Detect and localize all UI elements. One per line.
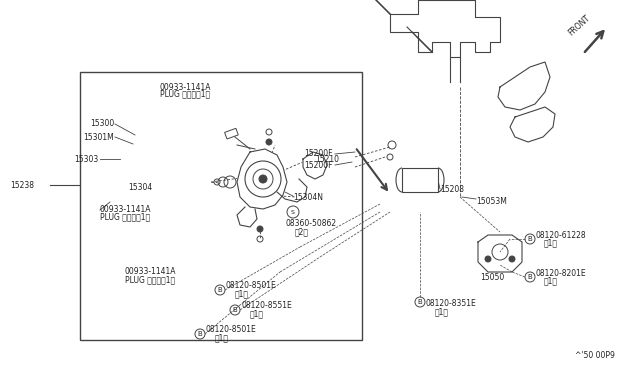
Text: 15301M: 15301M xyxy=(83,132,114,141)
Text: （2）: （2） xyxy=(295,228,309,237)
Text: PLUG プラグ（1）: PLUG プラグ（1） xyxy=(160,90,210,99)
Text: 15210: 15210 xyxy=(315,154,339,164)
Text: 08120-8501E: 08120-8501E xyxy=(206,326,257,334)
Text: 15300: 15300 xyxy=(90,119,114,128)
Circle shape xyxy=(259,175,267,183)
Text: B: B xyxy=(232,307,237,313)
Text: B: B xyxy=(218,287,222,293)
Text: 15200F: 15200F xyxy=(305,160,333,170)
Text: 15200F: 15200F xyxy=(305,150,333,158)
Circle shape xyxy=(266,139,272,145)
Text: 15304: 15304 xyxy=(128,183,152,192)
Text: 15053M: 15053M xyxy=(476,198,507,206)
Text: （1）: （1） xyxy=(235,289,249,298)
Bar xyxy=(225,128,238,139)
Polygon shape xyxy=(390,0,500,57)
Text: 08120-61228: 08120-61228 xyxy=(535,231,586,240)
Text: 15050: 15050 xyxy=(480,273,504,282)
Polygon shape xyxy=(510,107,555,142)
Text: B: B xyxy=(527,274,532,280)
Text: 00933-1141A: 00933-1141A xyxy=(159,83,211,92)
Polygon shape xyxy=(237,149,287,209)
Text: B: B xyxy=(198,331,202,337)
Text: （1）: （1） xyxy=(435,308,449,317)
Polygon shape xyxy=(478,235,522,272)
Text: （1）: （1） xyxy=(544,238,558,247)
Text: 00933-1141A: 00933-1141A xyxy=(124,267,176,276)
Polygon shape xyxy=(303,152,327,179)
Text: PLUG プラグ（1）: PLUG プラグ（1） xyxy=(125,276,175,285)
Circle shape xyxy=(485,256,491,262)
Text: 15304N: 15304N xyxy=(293,192,323,202)
Text: PLUG プラグ（1）: PLUG プラグ（1） xyxy=(100,212,150,221)
Text: 08120-8551E: 08120-8551E xyxy=(241,301,292,311)
Text: B: B xyxy=(418,299,422,305)
Text: （1）: （1） xyxy=(250,310,264,318)
Polygon shape xyxy=(498,62,550,110)
Bar xyxy=(80,72,362,340)
Text: ^'50 00P9: ^'50 00P9 xyxy=(575,351,615,360)
Text: 08120-8501E: 08120-8501E xyxy=(226,282,276,291)
Text: 08120-8201E: 08120-8201E xyxy=(535,269,586,278)
Text: 15303: 15303 xyxy=(74,154,98,164)
Text: 15208: 15208 xyxy=(440,186,464,195)
Text: 00933-1141A: 00933-1141A xyxy=(100,205,152,214)
Text: （1）: （1） xyxy=(544,276,558,285)
Circle shape xyxy=(257,226,263,232)
Text: FRONT: FRONT xyxy=(566,13,591,37)
Text: S: S xyxy=(291,209,295,215)
Bar xyxy=(402,168,438,192)
Circle shape xyxy=(509,256,515,262)
Text: 15238: 15238 xyxy=(10,180,34,189)
Text: 08360-50862: 08360-50862 xyxy=(286,219,337,228)
Text: （1）: （1） xyxy=(215,334,229,343)
Text: B: B xyxy=(527,236,532,242)
Text: 08120-8351E: 08120-8351E xyxy=(426,299,477,308)
